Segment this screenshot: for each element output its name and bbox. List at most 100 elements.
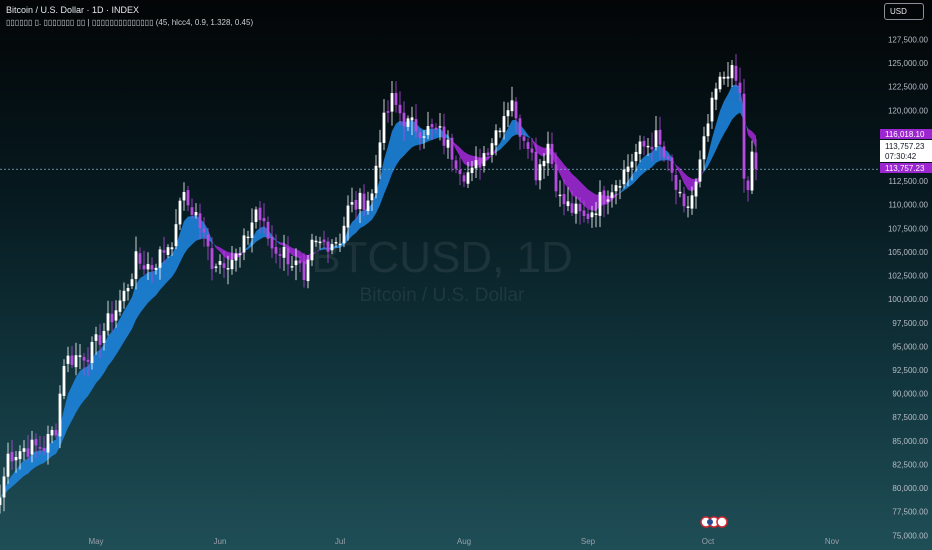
candle-body [142, 265, 146, 270]
band-segment [524, 129, 528, 138]
band-segment [276, 240, 280, 245]
candle-body [42, 447, 46, 451]
y-tick-label: 105,000.00 [888, 248, 929, 257]
candle-body [734, 65, 738, 81]
candle-body [706, 123, 710, 137]
candle-body [86, 359, 90, 362]
y-tick-label: 102,500.00 [888, 272, 929, 281]
band-segment [76, 370, 80, 413]
y-tick-label: 97,500.00 [892, 319, 928, 328]
band-segment [680, 168, 684, 184]
candle-body [154, 267, 158, 271]
candle-body [226, 268, 230, 270]
y-tick-label: 127,500.00 [888, 35, 929, 44]
candle-body [654, 130, 658, 148]
candle-body [170, 247, 174, 250]
band-segment [464, 151, 468, 167]
time-axis[interactable]: May Jun Jul Aug Sep Oct Nov [88, 537, 839, 546]
band-segment [168, 254, 172, 281]
candle-body [178, 200, 182, 225]
candle-body [390, 93, 394, 112]
band-segment [280, 242, 284, 246]
candle-body [166, 247, 170, 255]
band-segment [512, 119, 516, 137]
candle-body [38, 447, 42, 449]
candle-body [210, 248, 214, 269]
candle-body [0, 497, 2, 506]
candle-body [694, 181, 698, 197]
candle-body [698, 159, 702, 182]
band-segment [392, 123, 396, 174]
band-segment [212, 240, 216, 249]
candle-body [534, 151, 538, 181]
x-tick-label: Oct [702, 537, 715, 546]
band-segment [556, 154, 560, 175]
candle-body [14, 457, 18, 461]
candle-body [310, 239, 314, 261]
band-segment [348, 221, 352, 241]
currency-button[interactable]: USD [884, 3, 924, 20]
y-tick-label: 110,000.00 [889, 201, 929, 210]
event-marker-icon[interactable] [707, 519, 713, 525]
price-axis[interactable]: 127,500.00 125,000.00 122,500.00 120,000.00… [888, 35, 929, 540]
candle-body [174, 224, 178, 247]
candle-body [718, 76, 722, 90]
candle-body [610, 192, 614, 198]
candle-body [742, 93, 746, 179]
candle-body [314, 240, 318, 243]
candle-body [478, 157, 482, 168]
band-segment [112, 325, 116, 361]
candle-body [130, 279, 134, 287]
band-segment [352, 218, 356, 237]
candle-body [406, 118, 410, 127]
candle-body [710, 97, 714, 122]
candle-body [70, 355, 74, 365]
candle-body [498, 130, 502, 133]
candle-body [214, 266, 218, 268]
candle-body [318, 241, 322, 244]
candle-body [542, 160, 546, 167]
candle-body [618, 186, 622, 188]
band-segment [404, 121, 408, 156]
candle-body [602, 190, 606, 204]
candle-body [102, 331, 106, 343]
candle-body [122, 290, 126, 302]
band-segment [580, 181, 584, 206]
band-segment [396, 120, 400, 166]
candle-body [466, 172, 470, 184]
band-segment [148, 271, 152, 303]
band-segment [468, 154, 472, 167]
event-marker-icon[interactable] [716, 516, 728, 528]
candle-body [578, 203, 582, 212]
candle-body [18, 451, 22, 460]
band-segment [576, 177, 580, 202]
band-segment [152, 270, 156, 299]
band-segment [8, 475, 12, 491]
candle-body [506, 110, 510, 117]
candle-body [274, 247, 278, 254]
candle-body [714, 88, 718, 100]
candle-body [490, 143, 494, 155]
band-segment [620, 186, 624, 194]
events[interactable] [700, 516, 728, 528]
watermark: BTCUSD, 1D Bitcoin / U.S. Dollar [311, 233, 573, 306]
band-segment [100, 344, 104, 379]
indicator-legend[interactable]: ▯▯▯▯▯▯ ▯. ▯▯▯▯▯▯▯ ▯▯ | ▯▯▯▯▯▯▯▯▯▯▯▯▯▯ (4… [6, 18, 254, 27]
band-segment [88, 359, 92, 396]
band-segment [532, 138, 536, 152]
band-segment [80, 367, 84, 406]
band-segment [592, 192, 596, 212]
candle-body [326, 241, 330, 252]
band-segment [36, 450, 40, 467]
candle-body [146, 263, 150, 270]
candle-body [446, 139, 450, 148]
band-segment [588, 189, 592, 211]
band-segment [336, 245, 340, 249]
band-segment [296, 249, 300, 259]
candle-body [726, 76, 730, 79]
candle-body [562, 194, 566, 205]
band-segment [108, 331, 112, 366]
candle-body [434, 127, 438, 130]
candle-body [182, 192, 186, 201]
